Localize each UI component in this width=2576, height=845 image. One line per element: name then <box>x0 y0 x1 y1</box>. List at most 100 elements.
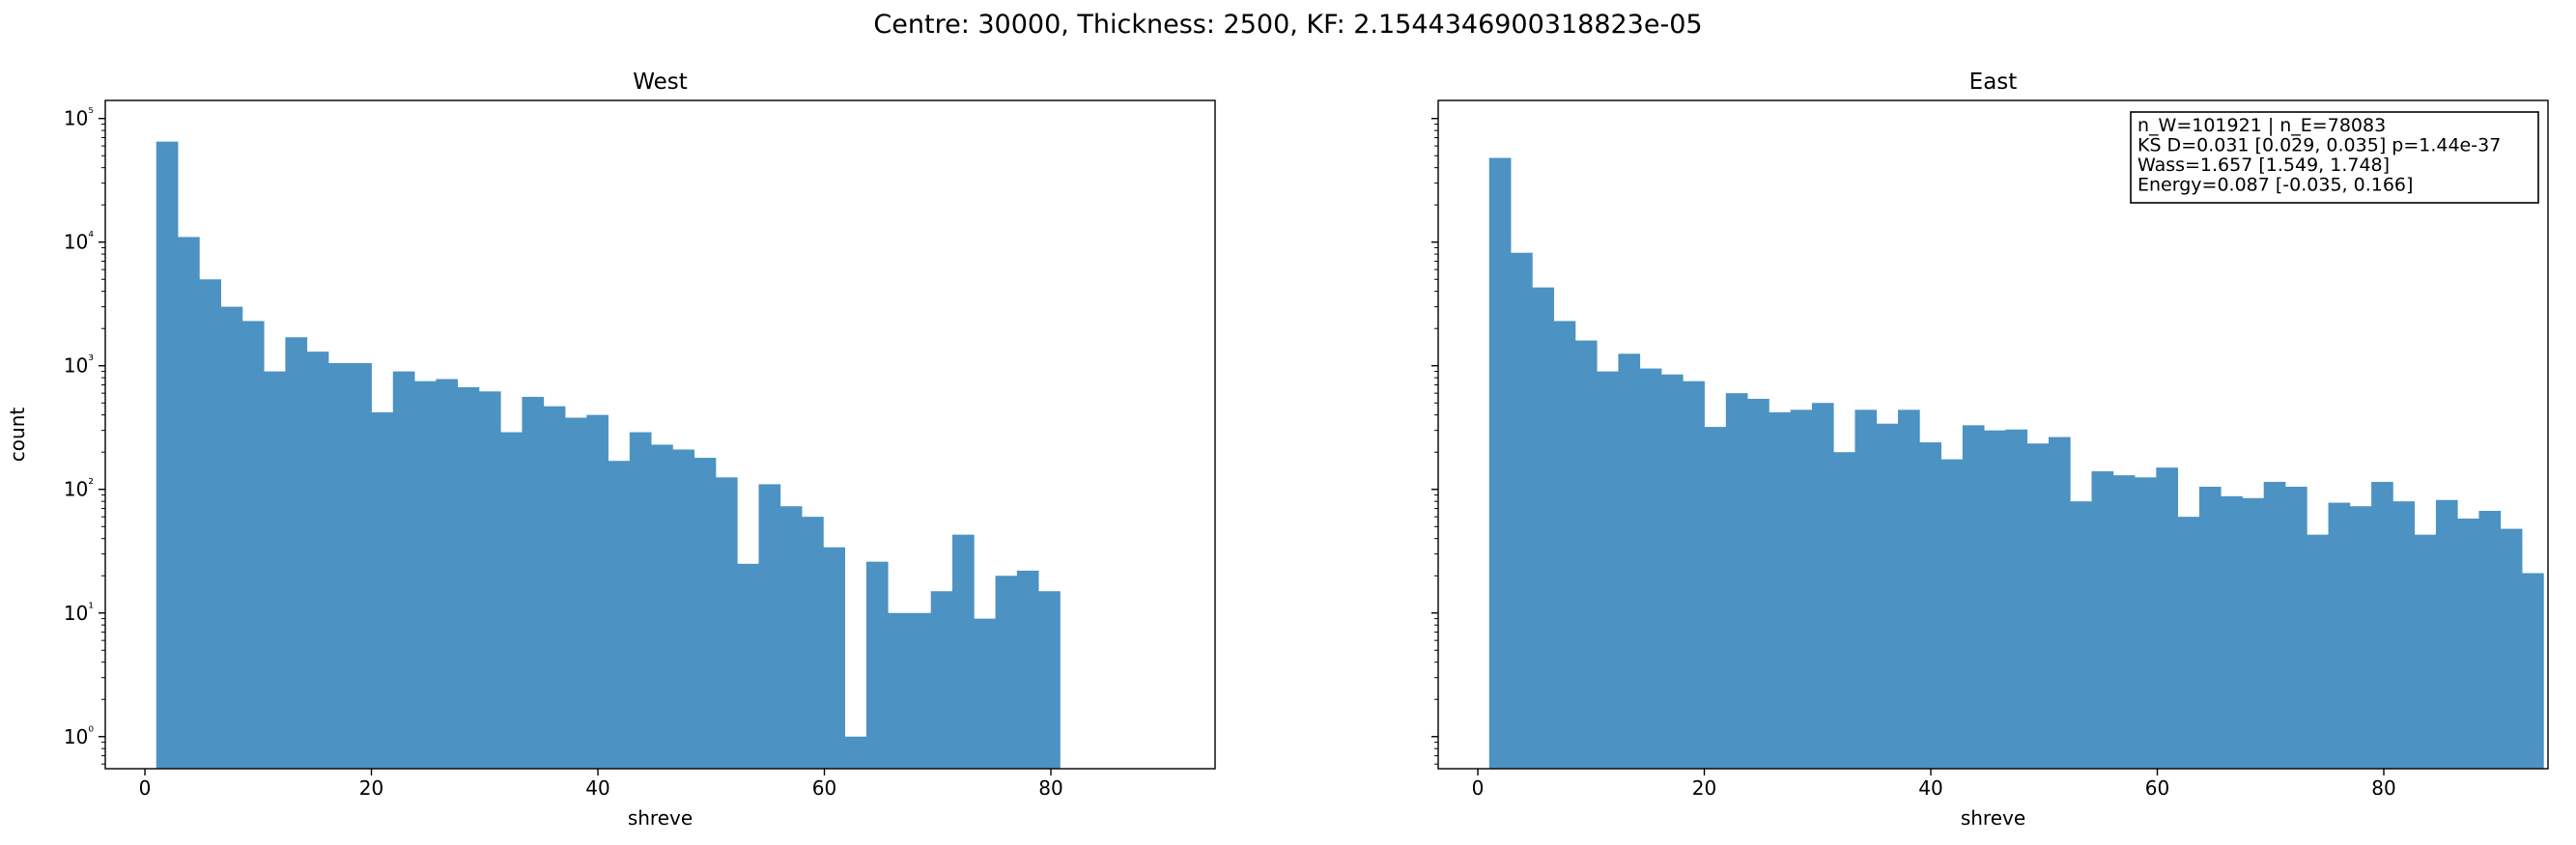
y-tick-label: 10⁰ <box>64 724 94 748</box>
figure-title: Centre: 30000, Thickness: 2500, KF: 2.15… <box>873 10 1703 40</box>
histogram-bar <box>1854 409 1878 769</box>
histogram-bar <box>1984 430 2006 769</box>
x-tick-label: 0 <box>139 776 152 800</box>
histogram-bar <box>974 618 996 769</box>
y-tick-label: 10² <box>64 477 94 501</box>
histogram-bar <box>1833 452 1855 769</box>
y-tick-label: 10⁵ <box>64 106 94 130</box>
histogram-bar <box>2048 437 2071 769</box>
histogram-bar <box>2457 519 2479 769</box>
histogram-bar <box>156 141 179 769</box>
x-axis-label: shreve <box>1961 806 2025 830</box>
histogram-bar <box>909 612 932 769</box>
histogram-bar <box>2070 501 2092 769</box>
histogram-bar <box>500 432 523 769</box>
histogram-bar <box>220 306 243 769</box>
axes-title: East <box>1969 70 2018 95</box>
histogram-bar <box>694 458 717 769</box>
histogram-bar <box>2435 499 2458 769</box>
y-tick-label: 10⁴ <box>64 230 94 254</box>
y-tick-label: 10³ <box>64 353 94 378</box>
histogram-bar <box>2522 573 2544 769</box>
stats-annotation-box <box>2130 111 2539 204</box>
histogram-bar <box>1660 374 1684 769</box>
histogram-bar <box>565 417 587 769</box>
histogram-bar <box>2026 443 2050 769</box>
histogram-bar <box>392 371 415 769</box>
histogram-bar <box>1038 591 1061 769</box>
histogram-bar <box>2414 534 2437 769</box>
histogram-bar <box>478 391 501 769</box>
histogram-bar <box>371 411 394 769</box>
histogram-bar <box>2112 475 2136 769</box>
histogram-bar <box>2156 467 2179 769</box>
histogram-bar <box>1747 398 1769 769</box>
histogram-bar <box>1683 380 1705 769</box>
x-tick-label: 80 <box>2371 776 2395 800</box>
histogram-bar <box>2371 481 2393 769</box>
histogram-bar <box>779 506 803 769</box>
histogram-bar <box>2328 502 2351 769</box>
y-axis-label: count <box>6 408 29 463</box>
histogram-bar <box>522 396 545 769</box>
histogram-bar <box>737 563 759 769</box>
x-tick-label: 20 <box>359 776 383 800</box>
histogram-bar <box>995 576 1018 769</box>
histogram-bar <box>2500 528 2523 769</box>
histogram-bar <box>888 612 910 769</box>
histogram-bar <box>1553 321 1576 769</box>
histogram-bar <box>2177 517 2200 769</box>
histogram-bar <box>951 534 975 769</box>
axes-title: West <box>633 70 688 95</box>
histogram-bar <box>1790 409 1813 769</box>
histogram-bar <box>285 337 308 769</box>
x-tick-label: 40 <box>1918 776 1942 800</box>
x-tick-label: 0 <box>1472 776 1485 800</box>
histogram-bar <box>586 414 609 769</box>
histogram-bar <box>436 379 459 769</box>
histogram-bar <box>758 484 781 769</box>
histogram-bar <box>715 477 738 769</box>
histogram-bar <box>2198 487 2222 769</box>
histogram-bar <box>1704 427 1727 769</box>
histogram-bar <box>457 386 480 769</box>
histogram-bar <box>2005 429 2028 769</box>
axes-frame <box>104 99 1216 770</box>
histogram-bar <box>1511 252 1533 769</box>
histogram-bar <box>844 736 867 769</box>
histogram-bar <box>802 517 824 769</box>
histogram-bar <box>350 363 372 769</box>
histogram-bar <box>1725 393 1748 769</box>
stats-annotation-line: n_W=101921 | n_E=78083 <box>2137 115 2386 136</box>
histogram-bar <box>651 444 673 769</box>
histogram-bar <box>1769 411 1792 769</box>
histogram-bar <box>1919 442 1941 769</box>
histogram-bar <box>414 380 437 769</box>
stats-annotation-line: KS D=0.031 [0.029, 0.035] p=1.44e-37 <box>2137 135 2501 156</box>
histogram-bar <box>1940 459 1964 769</box>
histogram-bar <box>2242 497 2265 769</box>
histogram-bar <box>1639 368 1662 769</box>
histogram-bar <box>608 461 631 769</box>
x-axis-label: shreve <box>628 806 693 830</box>
histogram-bar <box>2284 487 2307 769</box>
histogram-bar <box>2478 511 2502 769</box>
histogram-bar <box>2307 534 2329 769</box>
y-tick-label: 10¹ <box>64 601 94 625</box>
histogram-bar <box>823 547 846 769</box>
histogram-bar <box>672 449 695 769</box>
histogram-bar <box>178 237 200 770</box>
histogram-bar <box>1962 425 1985 769</box>
chart-panel-east: 0 20 40 60 80 East shreve n_W=101921 | n_E=7808… <box>1431 70 2549 830</box>
histogram-bar <box>2135 477 2157 769</box>
histogram-bar <box>327 363 351 769</box>
x-tick-label: 20 <box>1692 776 1716 800</box>
histogram-bar <box>629 432 652 769</box>
histogram-bar <box>264 371 286 769</box>
histogram-bar <box>1532 287 1554 769</box>
stats-annotation-line: Energy=0.087 [-0.035, 0.166] <box>2137 175 2413 196</box>
x-tick-label: 40 <box>585 776 609 800</box>
histogram-bar <box>2221 495 2243 769</box>
histogram-bar <box>2263 481 2286 769</box>
